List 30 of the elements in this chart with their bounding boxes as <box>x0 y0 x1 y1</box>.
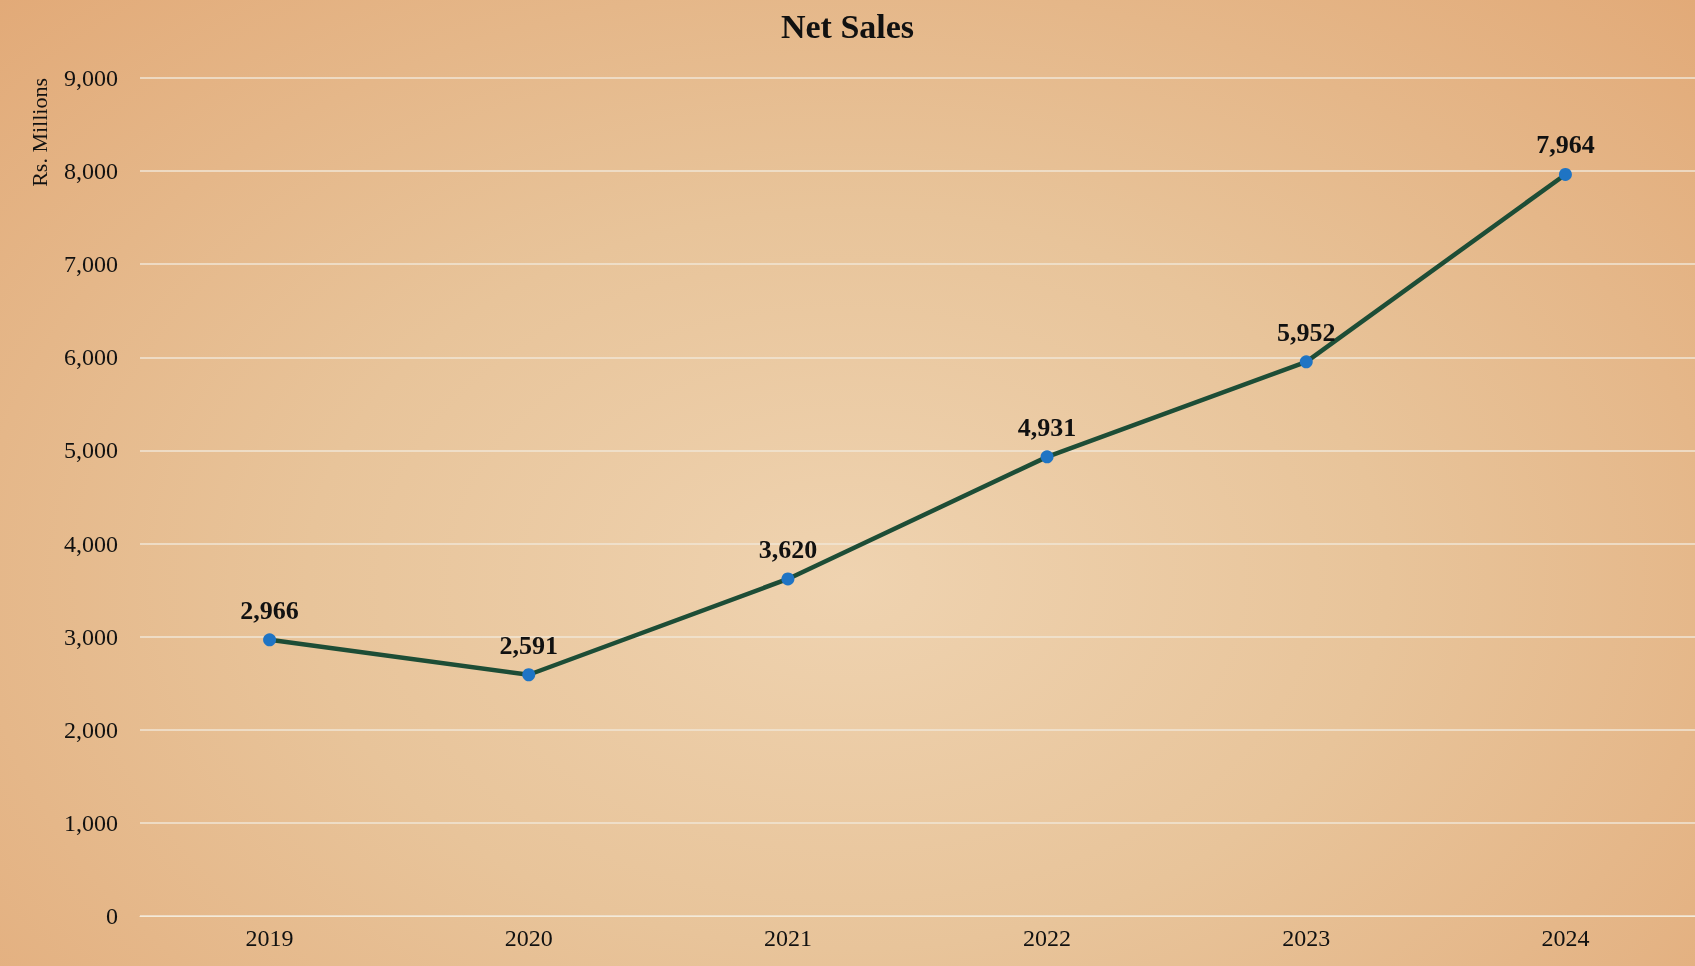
y-tick-label: 2,000 <box>64 716 118 743</box>
y-tick-label: 7,000 <box>64 251 118 278</box>
y-tick-label: 8,000 <box>64 158 118 185</box>
x-tick-label: 2021 <box>763 925 812 951</box>
y-axis-title: Rs. Millions <box>26 78 52 187</box>
y-tick-label: 9,000 <box>64 65 118 91</box>
data-label: 3,620 <box>758 534 818 564</box>
y-tick-label: 3,000 <box>64 623 118 650</box>
point <box>1299 355 1313 369</box>
x-tick-label: 2022 <box>1023 925 1072 951</box>
point <box>1040 450 1054 464</box>
point <box>522 668 536 682</box>
data-label: 4,931 <box>1017 412 1077 442</box>
point <box>263 633 277 647</box>
data-label: 2,591 <box>499 630 558 660</box>
data-label: 5,952 <box>1277 317 1336 347</box>
point <box>781 572 795 586</box>
x-tick-label: 2019 <box>245 925 294 951</box>
chart-title: Net Sales <box>780 7 915 45</box>
y-tick-label: 0 <box>106 903 118 929</box>
y-tick-label: 6,000 <box>64 344 118 371</box>
point <box>1558 167 1572 181</box>
y-tick-label: 4,000 <box>64 530 118 557</box>
data-label: 2,966 <box>240 595 299 625</box>
x-tick-label: 2024 <box>1541 925 1590 951</box>
x-tick-label: 2023 <box>1282 925 1331 951</box>
x-tick-label: 2020 <box>504 925 553 951</box>
data-label: 7,964 <box>1536 130 1595 160</box>
y-tick-label: 1,000 <box>64 809 118 836</box>
y-tick-label: 5,000 <box>64 437 118 464</box>
